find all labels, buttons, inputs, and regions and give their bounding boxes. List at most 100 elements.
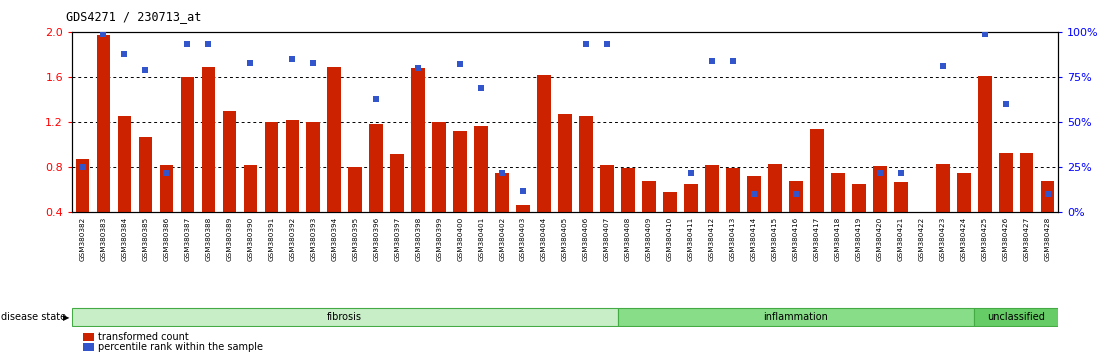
Text: GSM380409: GSM380409 <box>646 217 652 261</box>
Text: GSM380383: GSM380383 <box>101 217 106 261</box>
Text: GSM380404: GSM380404 <box>541 217 547 261</box>
Text: unclassified: unclassified <box>987 312 1045 322</box>
Text: GSM380385: GSM380385 <box>143 217 148 261</box>
Bar <box>328 67 341 212</box>
Text: GSM380413: GSM380413 <box>730 217 736 261</box>
Text: GSM380407: GSM380407 <box>604 217 611 261</box>
Bar <box>96 35 111 212</box>
Text: GSM380418: GSM380418 <box>834 217 841 261</box>
Text: GSM380398: GSM380398 <box>416 217 421 261</box>
Bar <box>936 164 950 212</box>
Bar <box>244 165 257 212</box>
Text: GSM380401: GSM380401 <box>479 217 484 261</box>
Bar <box>390 154 404 212</box>
Bar <box>643 181 656 212</box>
Text: GSM380391: GSM380391 <box>268 217 275 261</box>
Bar <box>579 116 593 212</box>
Text: GSM380415: GSM380415 <box>772 217 778 261</box>
Text: GSM380422: GSM380422 <box>919 217 925 261</box>
Text: transformed count: transformed count <box>98 332 188 342</box>
Text: GSM380396: GSM380396 <box>373 217 379 261</box>
Text: GSM380425: GSM380425 <box>982 217 987 261</box>
Text: GSM380405: GSM380405 <box>562 217 568 261</box>
Bar <box>348 167 362 212</box>
Text: GSM380403: GSM380403 <box>520 217 526 261</box>
Bar <box>810 129 823 212</box>
Text: GSM380384: GSM380384 <box>122 217 127 261</box>
Bar <box>453 131 466 212</box>
Text: GSM380399: GSM380399 <box>437 217 442 261</box>
Bar <box>369 124 383 212</box>
Text: GSM380411: GSM380411 <box>688 217 694 261</box>
Bar <box>432 122 447 212</box>
Bar <box>265 122 278 212</box>
Bar <box>831 173 844 212</box>
Bar <box>1019 153 1034 212</box>
Text: GSM380400: GSM380400 <box>458 217 463 261</box>
Text: GSM380387: GSM380387 <box>184 217 191 261</box>
Text: GSM380428: GSM380428 <box>1045 217 1050 261</box>
Bar <box>974 308 1058 326</box>
Bar <box>474 126 488 212</box>
Bar <box>138 137 152 212</box>
Bar <box>978 76 992 212</box>
Text: GSM380416: GSM380416 <box>793 217 799 261</box>
Text: GSM380417: GSM380417 <box>814 217 820 261</box>
Text: GSM380408: GSM380408 <box>625 217 632 261</box>
Text: GSM380393: GSM380393 <box>310 217 316 261</box>
Bar <box>873 166 886 212</box>
Text: GSM380382: GSM380382 <box>80 217 85 261</box>
Text: GSM380414: GSM380414 <box>751 217 757 261</box>
Text: GSM380419: GSM380419 <box>855 217 862 261</box>
Bar <box>622 169 635 212</box>
Bar <box>286 120 299 212</box>
Bar <box>789 181 802 212</box>
Bar <box>601 165 614 212</box>
Bar <box>999 153 1013 212</box>
Text: percentile rank within the sample: percentile rank within the sample <box>98 342 263 352</box>
Text: GSM380427: GSM380427 <box>1024 217 1029 261</box>
Bar <box>516 205 530 212</box>
Bar <box>684 184 698 212</box>
Bar <box>726 169 740 212</box>
Text: GDS4271 / 230713_at: GDS4271 / 230713_at <box>66 10 202 23</box>
Text: GSM380420: GSM380420 <box>876 217 883 261</box>
Bar <box>664 192 677 212</box>
Bar <box>768 164 782 212</box>
Bar <box>202 67 215 212</box>
Bar <box>160 165 173 212</box>
Bar <box>117 116 131 212</box>
Bar <box>558 114 572 212</box>
Text: GSM380394: GSM380394 <box>331 217 337 261</box>
Bar <box>537 75 551 212</box>
Text: GSM380386: GSM380386 <box>164 217 170 261</box>
Bar <box>223 111 236 212</box>
Bar <box>411 68 425 212</box>
Text: GSM380392: GSM380392 <box>289 217 296 261</box>
Text: GSM380410: GSM380410 <box>667 217 673 261</box>
Text: GSM380397: GSM380397 <box>394 217 400 261</box>
Bar <box>915 212 929 242</box>
Bar <box>852 184 865 212</box>
Text: GSM380424: GSM380424 <box>961 217 966 261</box>
Bar <box>747 176 761 212</box>
Bar <box>72 308 617 326</box>
Text: GSM380406: GSM380406 <box>583 217 589 261</box>
Text: GSM380421: GSM380421 <box>897 217 904 261</box>
Text: disease state: disease state <box>1 312 66 322</box>
Bar <box>957 173 971 212</box>
Text: GSM380389: GSM380389 <box>226 217 233 261</box>
Text: GSM380412: GSM380412 <box>709 217 715 261</box>
Bar <box>894 182 907 212</box>
Text: GSM380423: GSM380423 <box>940 217 946 261</box>
Bar <box>705 165 719 212</box>
Text: GSM380390: GSM380390 <box>247 217 254 261</box>
Text: inflammation: inflammation <box>763 312 829 322</box>
Text: ▶: ▶ <box>63 313 70 322</box>
Bar <box>1040 181 1055 212</box>
Bar <box>75 159 90 212</box>
Text: GSM380402: GSM380402 <box>499 217 505 261</box>
Bar <box>181 77 194 212</box>
Text: GSM380426: GSM380426 <box>1003 217 1008 261</box>
Bar <box>307 122 320 212</box>
